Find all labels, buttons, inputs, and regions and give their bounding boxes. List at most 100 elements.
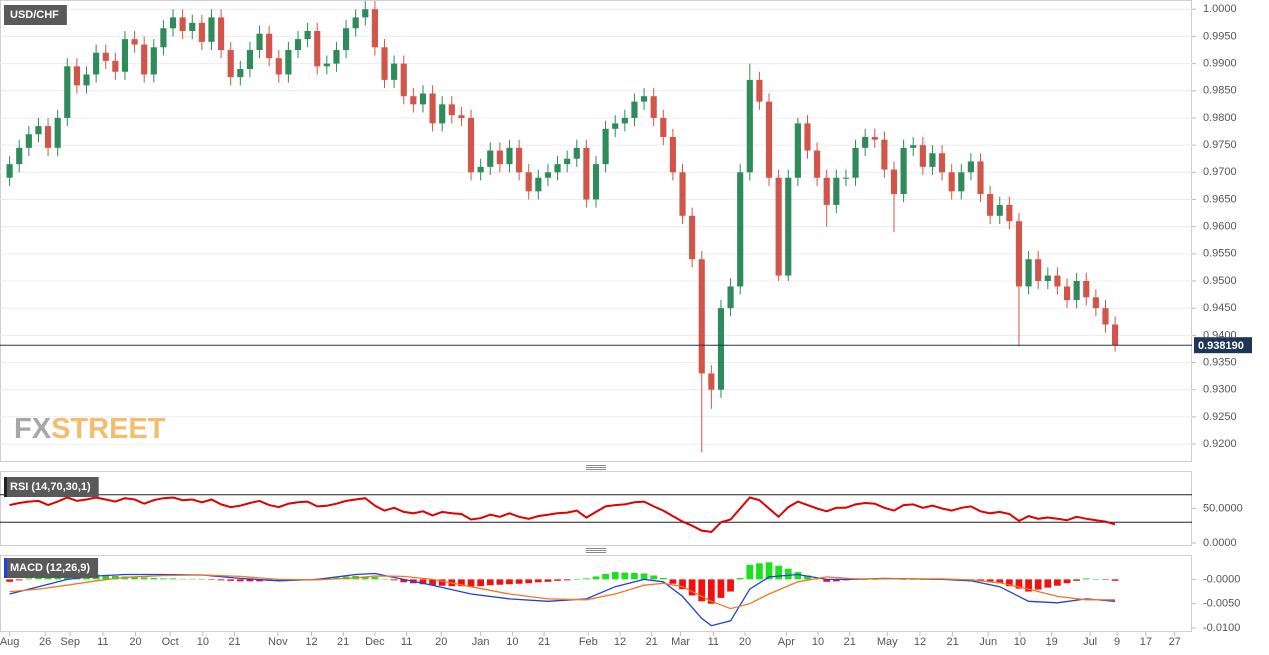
histogram-bar <box>208 579 215 580</box>
panel-title: MACD (12,26,9) <box>10 562 90 574</box>
x-tick-label: 12 <box>305 636 317 648</box>
candle-body <box>717 308 725 390</box>
histogram-bar <box>1015 579 1023 589</box>
histogram-bar <box>198 579 206 580</box>
candle-body <box>862 136 869 148</box>
candle-body <box>621 117 628 124</box>
x-tick-label: Aug <box>0 636 19 648</box>
rsi-line <box>9 496 1116 533</box>
candle-body <box>1102 308 1109 325</box>
x-tick-label: 12 <box>914 636 926 648</box>
panel-title-box <box>4 558 99 578</box>
x-tick-label: 21 <box>228 636 240 648</box>
y-tick-label: -0.0050 <box>1203 598 1240 610</box>
candle-body <box>919 145 926 167</box>
histogram-bar <box>429 579 436 586</box>
candle-body <box>612 123 619 129</box>
candle-body <box>938 153 946 173</box>
histogram-bar <box>611 572 619 580</box>
y-tick-label: 0.9800 <box>1203 112 1237 124</box>
histogram-bar <box>246 579 254 582</box>
histogram-bar <box>775 565 783 580</box>
histogram-bar <box>160 578 167 580</box>
candle-body <box>775 177 782 276</box>
x-tick-label: 11 <box>401 636 412 648</box>
candle-body <box>237 69 244 78</box>
histogram-bar <box>275 579 283 581</box>
x-tick-label: 10 <box>197 636 209 648</box>
y-tick-label: 50.0000 <box>1203 502 1243 514</box>
candle-body <box>44 126 52 148</box>
y-tick-label: 0.9950 <box>1203 30 1237 42</box>
candle-body <box>967 161 974 173</box>
histogram-bar <box>900 579 907 580</box>
x-tick-label: 26 <box>39 636 51 648</box>
y-tick-label: 0.9500 <box>1203 275 1237 287</box>
x-tick-label: Nov <box>268 636 288 648</box>
candle-body <box>381 47 388 80</box>
panel-title: RSI (14,70,30,1) <box>10 481 91 493</box>
histogram-bar <box>169 578 177 580</box>
watermark: FXSTREET <box>14 413 166 445</box>
candle-body <box>1112 324 1119 346</box>
x-tick-label: 20 <box>435 636 447 648</box>
candle-body <box>987 194 994 216</box>
candle-body <box>54 117 61 148</box>
x-tick-label: 19 <box>1046 636 1058 648</box>
histogram-bar <box>823 579 831 582</box>
x-tick-label: 21 <box>646 636 658 648</box>
candle-body <box>573 147 580 159</box>
candle-body <box>496 150 503 165</box>
y-tick-label: 0.9850 <box>1203 85 1237 97</box>
histogram-bar <box>458 579 465 587</box>
histogram-bar <box>35 576 42 580</box>
histogram-bar <box>1111 579 1119 581</box>
histogram-bar <box>717 579 725 598</box>
histogram-bar <box>756 563 763 580</box>
histogram-bar <box>131 576 138 580</box>
histogram-bar <box>6 579 13 582</box>
candle-body <box>35 126 42 135</box>
candle-body <box>439 104 446 124</box>
histogram-bar <box>592 576 600 580</box>
histogram-bar <box>111 575 119 580</box>
candle-body <box>554 164 561 173</box>
price-panel-frame <box>0 0 1192 462</box>
candle-body <box>6 164 13 178</box>
candle-body <box>794 123 801 178</box>
candle-body <box>314 30 321 67</box>
histogram-bar <box>400 579 408 583</box>
watermark-fx: FX <box>14 413 52 445</box>
panel-grip[interactable] <box>586 465 606 553</box>
candle-body <box>900 147 907 195</box>
candle-body <box>977 161 984 195</box>
candle-body <box>842 177 850 179</box>
histogram-bar <box>688 579 696 596</box>
x-tick-label: Sep <box>60 636 80 648</box>
macd-panel-frame <box>0 555 1192 632</box>
candle-body <box>169 17 177 29</box>
histogram-bar <box>746 564 754 580</box>
x-tick-label: 21 <box>538 636 550 648</box>
candle-body <box>458 115 465 118</box>
candle-body <box>266 33 273 59</box>
candle-body <box>1092 297 1099 309</box>
y-tick-label: 0.9750 <box>1203 139 1237 151</box>
candle-body <box>669 136 676 173</box>
candle-body <box>516 147 523 173</box>
candle-body <box>1035 259 1042 282</box>
histogram-bar <box>1054 579 1061 586</box>
y-tick-label: 0.9900 <box>1203 57 1237 69</box>
x-tick-label: 11 <box>708 636 719 648</box>
candle-body <box>179 17 186 31</box>
candle-body <box>948 172 955 192</box>
histogram-bar <box>602 574 609 580</box>
histogram-bar <box>986 579 994 583</box>
histogram-bar <box>1025 579 1032 592</box>
candle-body <box>727 286 734 309</box>
candle-body <box>467 117 475 173</box>
histogram-bar <box>381 578 388 580</box>
histogram-bar <box>236 579 244 582</box>
candle-body <box>1025 259 1032 287</box>
